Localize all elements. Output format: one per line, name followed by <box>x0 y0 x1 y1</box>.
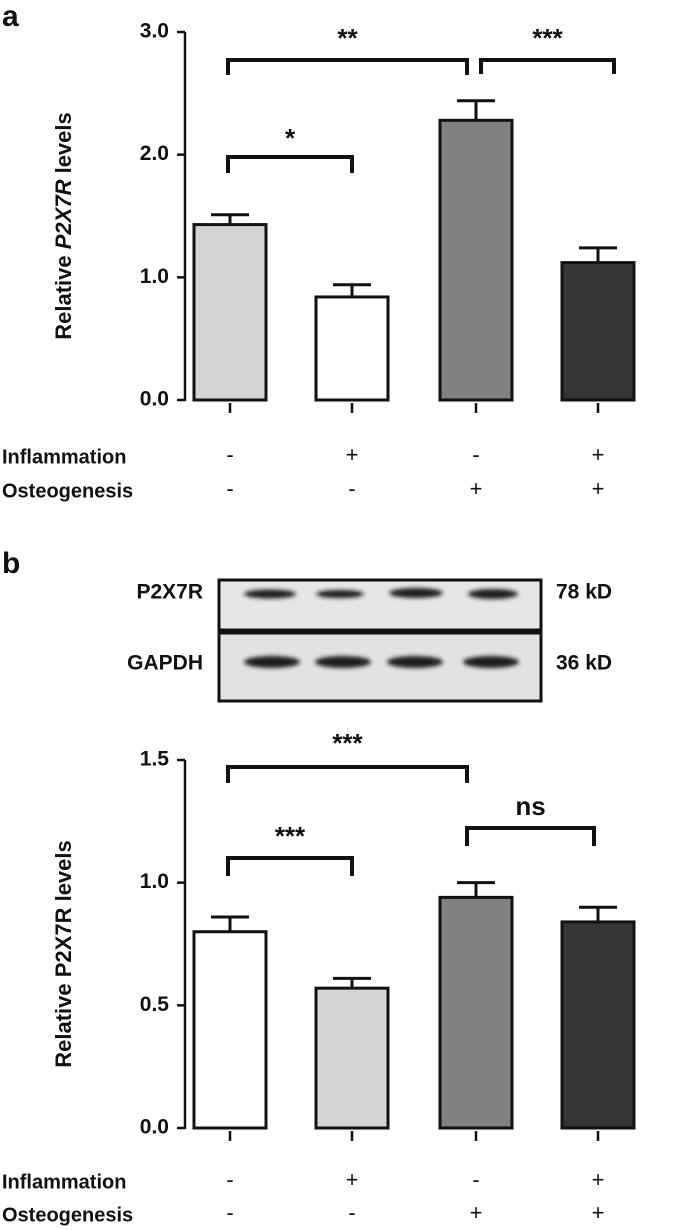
panel-label: b <box>2 547 20 580</box>
condition-name: Inflammation <box>2 446 126 468</box>
bar <box>314 295 390 402</box>
bar <box>192 930 268 1130</box>
significance-label: *** <box>332 728 363 758</box>
condition-sign: + <box>592 1200 605 1225</box>
significance-bracket <box>226 58 469 75</box>
condition-sign: - <box>348 476 355 501</box>
condition-sign: + <box>470 1200 483 1225</box>
condition-sign: + <box>592 442 605 467</box>
blot-label: GAPDH <box>127 652 203 675</box>
bar <box>314 986 390 1130</box>
condition-sign: - <box>226 442 233 467</box>
significance-bracket <box>226 765 469 783</box>
significance-label: ** <box>337 23 358 53</box>
y-label-part: levels <box>51 112 76 179</box>
significance-bracket <box>226 155 354 173</box>
significance-bracket <box>465 826 596 846</box>
condition-sign: - <box>226 1200 233 1225</box>
significance-label: *** <box>275 821 306 851</box>
significance-label: ns <box>515 791 545 821</box>
bands <box>244 588 519 668</box>
y-tick-label: 0.5 <box>140 993 170 1016</box>
bar <box>438 895 514 1130</box>
y-tick-label: 2.0 <box>140 142 169 165</box>
significance-label: * <box>285 123 296 153</box>
y-label-part: P2X7R <box>51 179 76 249</box>
bar <box>560 261 636 402</box>
y-tick-label: 1.0 <box>140 265 169 288</box>
condition-sign: - <box>226 1167 233 1192</box>
blot-frame <box>217 578 543 632</box>
significance-bracket <box>479 58 616 74</box>
condition-sign: + <box>346 442 359 467</box>
condition-name: Inflammation <box>2 1171 126 1193</box>
y-axis-label: Relative P2X7R levels <box>51 840 76 1067</box>
y-tick-label: 0.0 <box>140 388 169 411</box>
y-tick-label: 1.0 <box>140 870 169 893</box>
condition-sign: + <box>592 1167 605 1192</box>
condition-sign: + <box>592 476 605 501</box>
western-blot: P2X7R 78 kD GAPDH 36 kD <box>127 578 612 703</box>
condition-sign: - <box>472 1167 479 1192</box>
blot-size: 78 kD <box>556 581 612 604</box>
y-tick-label: 0.0 <box>140 1116 169 1139</box>
condition-sign: - <box>472 442 479 467</box>
y-label-part: Relative P2X7R levels <box>51 840 76 1067</box>
panel-label: a <box>2 0 19 33</box>
y-tick-label: 1.5 <box>140 748 170 771</box>
blot-label: P2X7R <box>136 581 203 604</box>
condition-sign: - <box>348 1200 355 1225</box>
condition-sign: - <box>226 476 233 501</box>
significance-bracket <box>226 856 354 876</box>
condition-sign: + <box>346 1167 359 1192</box>
bar <box>438 118 514 402</box>
bar <box>560 920 636 1130</box>
significance-label: *** <box>532 23 563 53</box>
y-tick-label: 3.0 <box>140 20 169 43</box>
blot-size: 36 kD <box>556 652 612 675</box>
condition-sign: + <box>470 476 483 501</box>
bar <box>192 223 268 402</box>
condition-name: Osteogenesis <box>2 1204 133 1226</box>
y-axis-label: Relative P2X7R levels <box>51 112 76 340</box>
condition-name: Osteogenesis <box>2 480 133 502</box>
y-label-part: Relative <box>51 249 76 340</box>
